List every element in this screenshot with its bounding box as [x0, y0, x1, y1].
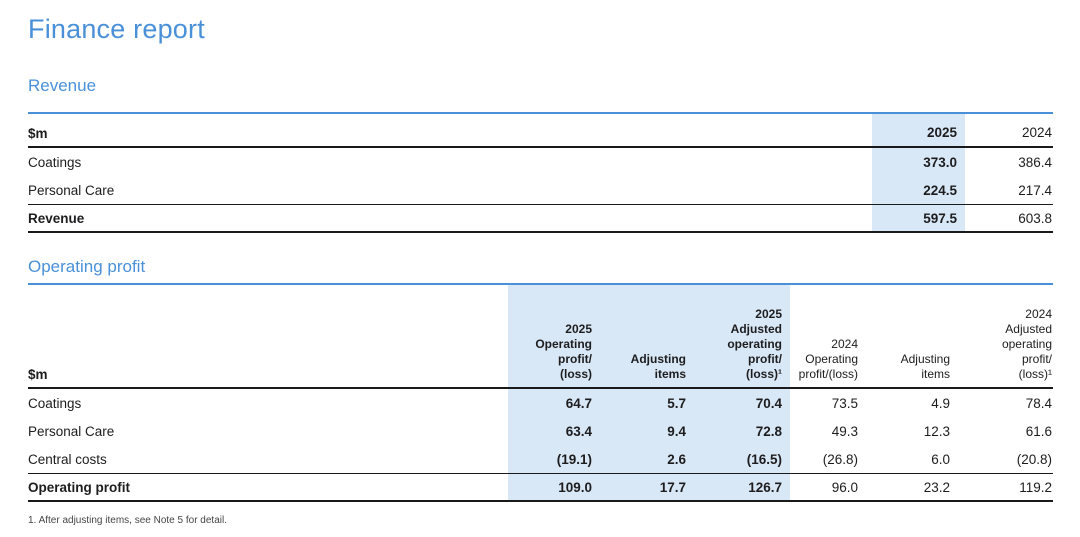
row-label: Coatings	[28, 154, 82, 170]
value-cell: 49.3	[831, 423, 858, 439]
table-row: Coatings 373.0 386.4	[28, 148, 1053, 176]
row-label: Personal Care	[28, 182, 115, 198]
column-header: Adjusting items	[602, 285, 696, 387]
column-header: 2025	[872, 114, 965, 146]
value-cell: 373.0	[872, 148, 965, 176]
column-header-line: 2024	[1025, 307, 1052, 321]
column-header-line: profit/	[558, 352, 592, 366]
revenue-table: $m 2025 2024 Coatings 373.0 386.4 Personal Car…	[28, 112, 1053, 233]
table-row: Personal Care 63.4 9.4 72.8 49.3 12.3 61.6	[28, 417, 1053, 445]
column-header-line: 2024	[1021, 125, 1052, 140]
column-header: Adjusting items	[866, 285, 958, 387]
value-cell: 61.6	[1025, 423, 1052, 439]
column-header: 2024 Operating profit/(loss)	[790, 285, 866, 387]
column-header-line: 2025	[565, 322, 592, 336]
value-cell: 126.7	[696, 474, 790, 500]
value-cell: 119.2	[1019, 479, 1052, 495]
value-cell: 70.4	[696, 389, 790, 417]
row-label: Central costs	[28, 451, 107, 467]
row-label: Operating profit	[28, 479, 130, 495]
value-cell: 64.7	[508, 389, 602, 417]
operating-header-row: $m 2025 Operating profit/(loss) Adjusting ite…	[28, 283, 1053, 389]
unit-label: $m	[28, 126, 48, 141]
column-header: 2025 Adjusted operating profit/(loss)¹	[696, 285, 790, 387]
value-cell: (20.8)	[1016, 451, 1052, 467]
column-header-line: Adjusted	[1005, 322, 1052, 336]
table-row: Personal Care 224.5 217.4	[28, 176, 1053, 204]
value-cell: 603.8	[1018, 210, 1052, 226]
column-header-line: (loss)¹	[746, 367, 782, 381]
column-header-line: 2025	[926, 125, 957, 140]
row-label: Coatings	[28, 395, 82, 411]
value-cell: 4.9	[931, 395, 950, 411]
value-cell: 78.4	[1025, 395, 1052, 411]
column-header-line: Operating	[535, 337, 592, 351]
table-row: Central costs (19.1) 2.6 (16.5) (26.8) 6.0 (20…	[28, 445, 1053, 473]
row-label: Revenue	[28, 210, 85, 226]
page-title: Finance report	[28, 14, 205, 44]
value-cell: 5.7	[602, 389, 696, 417]
column-header: 2024	[965, 114, 1053, 146]
column-header-line: Adjusting	[630, 352, 686, 366]
operating-profit-table: $m 2025 Operating profit/(loss) Adjusting ite…	[28, 283, 1053, 502]
column-header-line: items	[921, 367, 950, 381]
value-cell: 72.8	[696, 417, 790, 445]
unit-label: $m	[28, 367, 48, 382]
value-cell: 96.0	[831, 479, 858, 495]
table-row: Operating profit 109.0 17.7 126.7 96.0 23.2 11…	[28, 473, 1053, 500]
column-header-line: 2025	[755, 307, 782, 321]
value-cell: 386.4	[1018, 154, 1052, 170]
column-header-line: Adjusted	[730, 322, 782, 336]
value-cell: 9.4	[602, 417, 696, 445]
value-cell: 6.0	[931, 451, 950, 467]
value-cell: 63.4	[508, 417, 602, 445]
column-header-line: operating	[727, 337, 782, 351]
column-header-line: Operating	[805, 352, 858, 366]
revenue-header-row: $m 2025 2024	[28, 112, 1053, 148]
table-row: Revenue 597.5 603.8	[28, 204, 1053, 231]
value-cell: 597.5	[872, 205, 965, 231]
column-header-line: profit/	[748, 352, 782, 366]
column-header-line: profit/	[1021, 352, 1052, 366]
value-cell: 217.4	[1018, 182, 1052, 198]
value-cell: 73.5	[831, 395, 858, 411]
value-cell: (19.1)	[508, 445, 602, 473]
value-cell: (26.8)	[822, 451, 858, 467]
value-cell: 109.0	[508, 474, 602, 500]
value-cell: 23.2	[923, 479, 950, 495]
value-cell: 17.7	[602, 474, 696, 500]
footnote: 1. After adjusting items, see Note 5 for…	[28, 515, 227, 526]
section-heading-revenue: Revenue	[28, 76, 97, 95]
value-cell: 2.6	[602, 445, 696, 473]
row-label: Personal Care	[28, 423, 115, 439]
section-heading-operating-profit: Operating profit	[28, 257, 146, 276]
table-row: Coatings 64.7 5.7 70.4 73.5 4.9 78.4	[28, 389, 1053, 417]
column-header-line: Adjusting	[900, 352, 950, 366]
column-header-line: operating	[1001, 337, 1052, 351]
value-cell: 12.3	[923, 423, 950, 439]
column-header: 2024 Adjusted operating profit/(loss)¹	[958, 285, 1053, 387]
column-header-line: profit/(loss)	[798, 367, 858, 381]
column-header: 2025 Operating profit/(loss)	[508, 285, 602, 387]
column-header-line: 2024	[831, 337, 858, 351]
column-header-line: items	[654, 367, 686, 381]
column-header-line: (loss)¹	[1018, 367, 1052, 381]
value-cell: (16.5)	[696, 445, 790, 473]
value-cell: 224.5	[872, 176, 965, 204]
column-header-line: (loss)	[559, 367, 592, 381]
